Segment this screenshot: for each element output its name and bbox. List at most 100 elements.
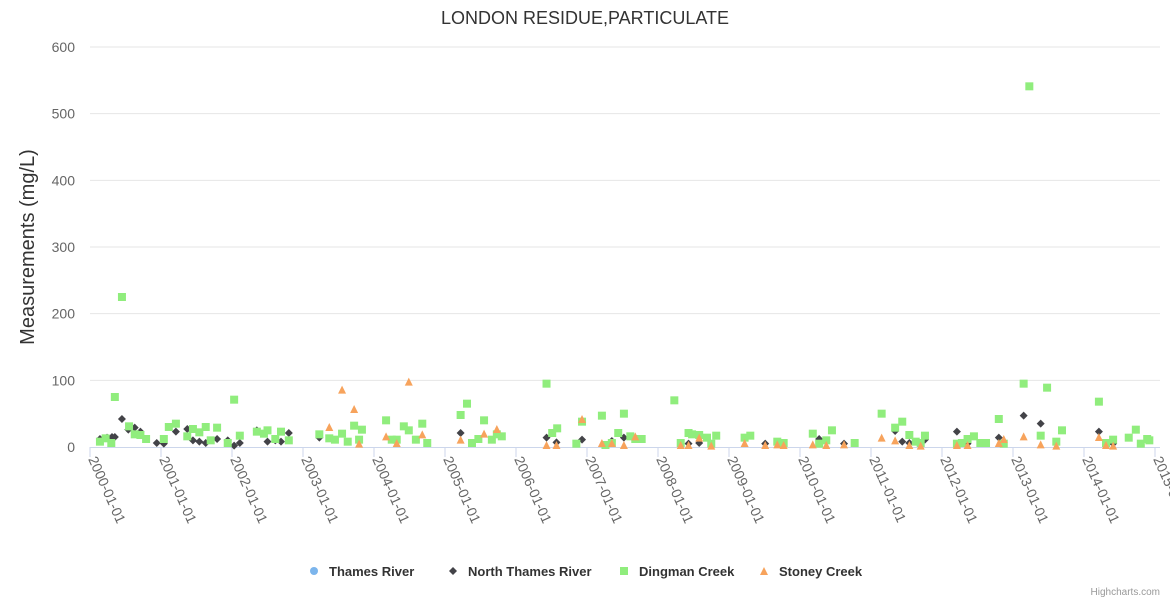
dingman-creek-point xyxy=(206,436,215,445)
dingman-creek-point xyxy=(905,431,914,439)
dingman-creek-point xyxy=(382,416,391,425)
legend-item-dingman-creek[interactable]: Dingman Creek xyxy=(620,564,735,579)
x-tick-label: 2010-01-01 xyxy=(795,454,839,526)
series-stoney-creek xyxy=(325,377,1118,450)
dingman-creek-point xyxy=(822,436,831,445)
gridlines xyxy=(90,46,1160,381)
dingman-creek-point xyxy=(480,416,489,425)
dingman-creek-point xyxy=(159,435,168,443)
x-axis: 2000-01-01 2001-01-01 2002-01-01 2003-01-01… xyxy=(85,447,1170,526)
dingman-creek-point xyxy=(418,419,427,428)
dingman-creek-point xyxy=(969,432,978,441)
dingman-creek-point xyxy=(827,426,836,435)
dingman-creek-point xyxy=(1131,425,1140,434)
credits-link[interactable]: Highcharts.com xyxy=(1091,587,1160,598)
stoney-creek-point xyxy=(877,433,886,442)
north-thames-river-point xyxy=(898,437,907,446)
dingman-creek-point xyxy=(492,430,501,439)
dingman-creek-point xyxy=(201,423,210,431)
north-thames-river-point xyxy=(171,427,180,436)
legend-item-thames-river[interactable]: Thames River xyxy=(310,564,414,579)
stoney-creek-point xyxy=(808,440,817,449)
dingman-creek-point xyxy=(815,439,824,448)
stoney-creek-point xyxy=(325,423,334,431)
x-tick-label: 2013-01-01 xyxy=(1008,454,1052,526)
dingman-creek-point xyxy=(183,432,192,441)
x-tick-label: 2006-01-01 xyxy=(511,454,555,526)
dingman-creek-point xyxy=(982,439,991,447)
dingman-creek-point xyxy=(808,429,817,438)
legend-item-north-thames-river[interactable]: North Thames River xyxy=(449,564,592,579)
x-tick-label: 2015-01-01 xyxy=(1150,454,1170,526)
dingman-creek-point xyxy=(399,422,408,431)
dingman-creek-point xyxy=(572,439,581,448)
legend-label: Stoney Creek xyxy=(779,564,863,579)
dingman-creek-point xyxy=(223,439,232,447)
dingman-creek-point xyxy=(325,434,334,443)
stoney-creek-point xyxy=(916,441,925,450)
dingman-creek-point xyxy=(271,435,280,443)
stoney-creek-point xyxy=(684,441,693,449)
dingman-creek-point xyxy=(343,437,352,446)
north-thames-river-point xyxy=(284,429,293,437)
north-thames-river-point xyxy=(1094,427,1103,436)
legend-item-stoney-creek[interactable]: Stoney Creek xyxy=(760,564,863,579)
triangle-icon xyxy=(760,567,768,575)
x-tick-label: 2009-01-01 xyxy=(724,454,768,526)
stoney-creek-point xyxy=(542,441,551,449)
y-axis-title: Measurements (mg/L) xyxy=(17,149,39,345)
x-tick-label: 2001-01-01 xyxy=(156,454,200,526)
series-dingman-creek xyxy=(95,82,1154,449)
dingman-creek-point xyxy=(740,433,749,442)
dingman-creek-point xyxy=(338,429,347,438)
dingman-creek-point xyxy=(235,431,244,440)
diamond-icon xyxy=(449,567,457,575)
dingman-creek-point xyxy=(1145,436,1154,445)
stoney-creek-point xyxy=(1094,433,1103,441)
dingman-creek-point xyxy=(702,433,711,442)
stoney-creek-point xyxy=(773,440,782,449)
dingman-creek-point xyxy=(1019,379,1028,388)
dingman-creek-point xyxy=(670,396,679,405)
dingman-creek-point xyxy=(423,439,432,447)
legend-label: North Thames River xyxy=(468,564,592,579)
stoney-creek-point xyxy=(1109,441,1118,450)
north-thames-river-point xyxy=(230,441,239,450)
dingman-creek-point xyxy=(213,423,222,432)
dingman-creek-point xyxy=(1094,397,1103,406)
dingman-creek-point xyxy=(994,415,1003,423)
dingman-creek-point xyxy=(411,435,420,444)
stoney-creek-point xyxy=(392,439,401,447)
y-tick-label: 500 xyxy=(52,106,76,122)
dingman-creek-point xyxy=(963,435,972,443)
north-thames-river-point xyxy=(213,435,222,443)
x-tick-label: 2014-01-01 xyxy=(1079,454,1123,526)
dingman-creek-point xyxy=(746,431,755,440)
chart-title: LONDON RESIDUE,PARTICULATE xyxy=(441,8,729,28)
dingman-creek-point xyxy=(1025,82,1034,91)
north-thames-river-point xyxy=(152,439,161,447)
stoney-creek-point xyxy=(1036,440,1045,449)
y-tick-label: 100 xyxy=(52,372,76,388)
dingman-creek-point xyxy=(130,430,139,439)
dingman-creek-point xyxy=(1109,435,1118,444)
dingman-creek-point xyxy=(142,435,151,443)
dingman-creek-point xyxy=(542,379,551,388)
dingman-creek-point xyxy=(474,435,483,443)
stoney-creek-point xyxy=(1102,441,1111,449)
x-tick-label: 2005-01-01 xyxy=(440,454,484,526)
dingman-creek-point xyxy=(548,429,557,437)
dingman-creek-point xyxy=(387,435,396,444)
x-tick-label: 2002-01-01 xyxy=(227,454,271,526)
stoney-creek-point xyxy=(597,439,606,447)
dingman-creek-point xyxy=(911,437,920,446)
dingman-creek-point xyxy=(920,431,929,440)
legend: Thames River North Thames River Dingman Cr… xyxy=(310,564,863,579)
dingman-creek-point xyxy=(107,439,116,447)
stoney-creek-point xyxy=(607,439,616,447)
dingman-creek-point xyxy=(601,441,610,449)
square-icon xyxy=(620,567,628,575)
x-tick-label: 2007-01-01 xyxy=(582,454,626,526)
north-thames-river-point xyxy=(117,415,126,423)
